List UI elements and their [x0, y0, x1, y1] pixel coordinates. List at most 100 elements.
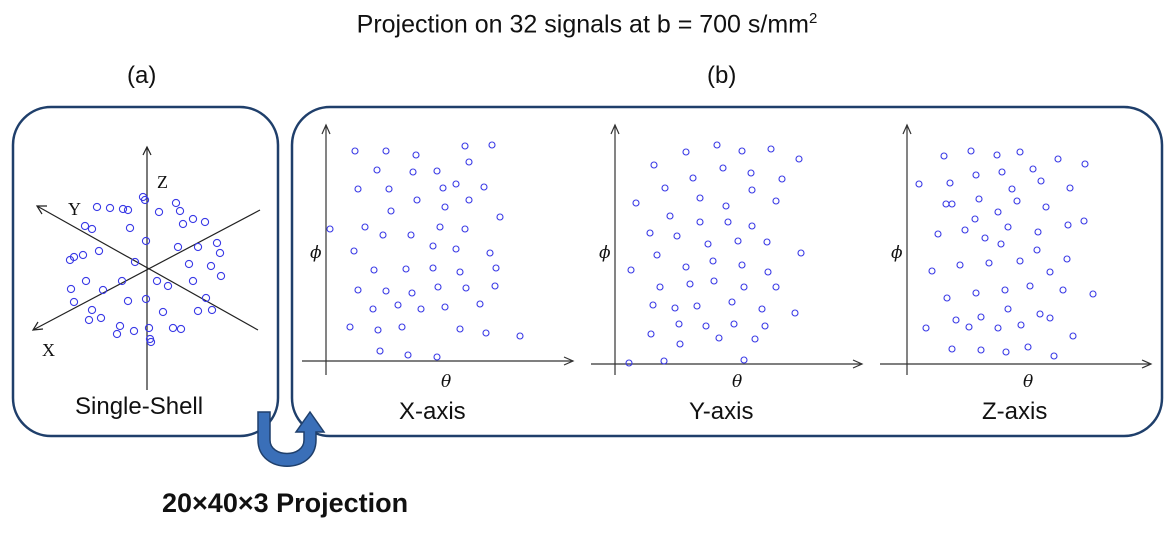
- y-proj-point-13: [722, 202, 730, 210]
- y-proj-point-51: [625, 359, 633, 367]
- x-axis-caption: X-axis: [399, 398, 466, 425]
- x-proj-point-42: [417, 305, 425, 313]
- x-proj-point-36: [408, 289, 416, 297]
- y-proj-point-44: [702, 322, 710, 330]
- shell-point-41: [158, 307, 168, 317]
- x-axis-line: [32, 209, 261, 331]
- z-proj-point-2: [993, 151, 1001, 159]
- shell-point-35: [201, 293, 211, 303]
- shell-point-38: [96, 313, 106, 323]
- y-proj-point-41: [758, 305, 766, 313]
- shell-point-26: [206, 261, 216, 271]
- shell-point-24: [173, 242, 183, 252]
- z-proj-point-50: [1046, 314, 1054, 322]
- z-proj-point-15: [1066, 184, 1074, 192]
- z-proj-point-20: [1042, 203, 1050, 211]
- x-proj-point-2: [382, 147, 390, 155]
- z-proj-point-43: [977, 313, 985, 321]
- z-proj-point-21: [1080, 217, 1088, 225]
- shell-point-13: [125, 223, 135, 233]
- z-proj-point-41: [1089, 290, 1097, 298]
- shell-point-40: [141, 294, 151, 304]
- y-proj-point-33: [686, 280, 694, 288]
- z-proj-point-4: [1054, 155, 1062, 163]
- shell-point-27: [216, 271, 226, 281]
- y-proj-point-4: [767, 145, 775, 153]
- subplot-axes: [302, 123, 1153, 375]
- z-proj-point-8: [972, 171, 980, 179]
- x-proj-point-25: [350, 247, 358, 255]
- y-proj-point-0: [650, 161, 658, 169]
- x-proj-point-13: [452, 180, 460, 188]
- y-proj-point-47: [647, 330, 655, 338]
- x-proj-point-45: [346, 323, 354, 331]
- x-proj-point-10: [385, 185, 393, 193]
- shell-point-3: [154, 207, 164, 217]
- x-subplot-phi-label: ϕ: [310, 243, 322, 263]
- z-subplot-phi-label: ϕ: [891, 243, 903, 263]
- z-proj-point-6: [915, 180, 923, 188]
- shell-point-15: [178, 219, 188, 229]
- shell-point-52: [145, 334, 155, 344]
- z-proj-point-26: [1034, 228, 1042, 236]
- x-proj-point-31: [429, 264, 437, 272]
- y-proj-point-15: [772, 197, 780, 205]
- x-axis-arrowhead: [31, 321, 44, 331]
- y-proj-point-48: [676, 340, 684, 348]
- z-proj-point-3: [1016, 148, 1024, 156]
- shell-point-17: [212, 238, 222, 248]
- z-subplot-theta-label: θ: [1023, 372, 1033, 392]
- shell-point-16: [193, 242, 203, 252]
- shell-point-6: [188, 214, 198, 224]
- y-proj-point-6: [661, 184, 669, 192]
- x-proj-point-44: [476, 300, 484, 308]
- y-proj-point-19: [748, 222, 756, 230]
- x-proj-point-39: [491, 282, 499, 290]
- y-proj-point-42: [791, 309, 799, 317]
- z-proj-point-23: [961, 226, 969, 234]
- z-axis-arrowhead: [142, 145, 152, 156]
- shell-point-46: [129, 326, 139, 336]
- shell-point-29: [66, 284, 76, 294]
- x-proj-point-18: [441, 203, 449, 211]
- shell-point-21: [78, 250, 88, 260]
- x-axis-label: X: [42, 340, 55, 360]
- y-proj-point-22: [704, 240, 712, 248]
- z-proj-point-0: [940, 152, 948, 160]
- z-proj-point-32: [956, 261, 964, 269]
- z-proj-point-27: [1064, 221, 1072, 229]
- z-proj-point-25: [1004, 223, 1012, 231]
- projection-size-label: 20×40×3 Projection: [162, 488, 409, 518]
- y-proj-point-3: [738, 147, 746, 155]
- z-proj-point-7: [946, 179, 954, 187]
- x-proj-point-7: [433, 167, 441, 175]
- y-proj-point-11: [632, 199, 640, 207]
- z-proj-point-45: [1036, 310, 1044, 318]
- y-proj-point-20: [646, 229, 654, 237]
- y-proj-point-36: [772, 283, 780, 291]
- shell-point-48: [168, 323, 178, 333]
- z-proj-point-10: [1029, 165, 1037, 173]
- y-proj-point-49: [715, 334, 723, 342]
- shell-point-30: [98, 285, 108, 295]
- shell-point-5: [175, 206, 185, 216]
- z-proj-point-28: [997, 240, 1005, 248]
- z-proj-point-9: [998, 168, 1006, 176]
- y-subplot-theta-label: θ: [732, 372, 742, 392]
- x-proj-point-16: [387, 207, 395, 215]
- shell-point-8: [92, 202, 102, 212]
- x-proj-point-12: [480, 183, 488, 191]
- z-proj-point-30: [1063, 255, 1071, 263]
- y-proj-point-53: [740, 356, 748, 364]
- x-proj-point-34: [354, 286, 362, 294]
- x-proj-point-40: [369, 305, 377, 313]
- y-proj-point-21: [673, 232, 681, 240]
- curved-arrow-icon: [257, 410, 326, 467]
- y-proj-point-43: [675, 320, 683, 328]
- x-proj-point-3: [412, 151, 420, 159]
- z-proj-point-24: [981, 234, 989, 242]
- shell-point-10: [118, 204, 128, 214]
- shell-point-25: [184, 259, 194, 269]
- y-proj-point-1: [682, 148, 690, 156]
- shell-point-33: [163, 281, 173, 291]
